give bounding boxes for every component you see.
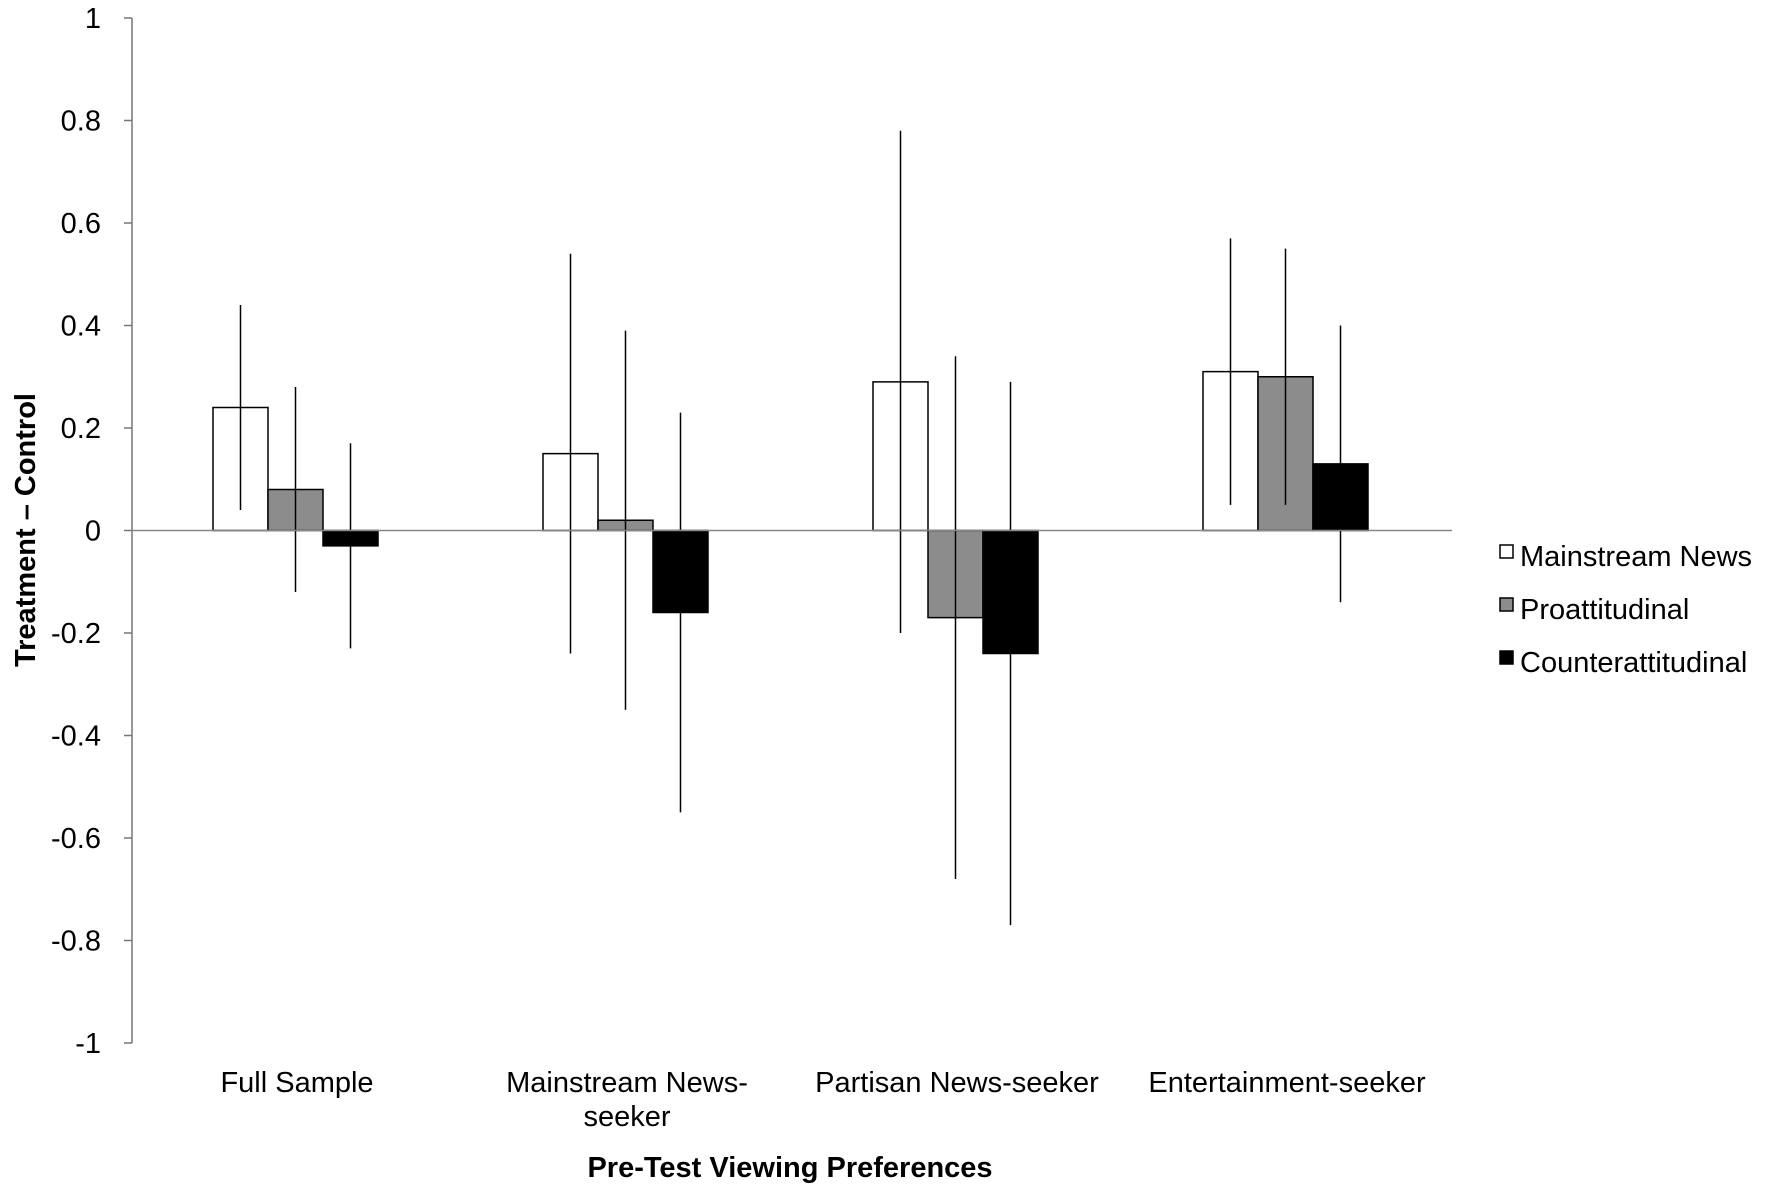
y-tick-label: 0.2 [61, 413, 101, 445]
y-tick-label: 0 [85, 516, 101, 548]
category-labels: Full Sample Mainstream News-seeker Partisa… [220, 1067, 1426, 1133]
bars-group [212, 370, 1369, 655]
legend-label: Mainstream News [1520, 541, 1752, 573]
y-axis: 1 0.8 0.6 0.4 0.2 0 -0.2 -0.4 -0.6 -0.8 -1 [51, 3, 133, 1060]
y-tick-label: -0.2 [51, 618, 101, 650]
y-tick-label: -0.6 [51, 823, 101, 855]
y-tick-label: -0.4 [51, 721, 101, 753]
legend-label: Proattitudinal [1520, 594, 1689, 626]
x-axis-title: Pre-Test Viewing Preferences [587, 1152, 992, 1184]
category-label: Entertainment-seeker [1148, 1067, 1426, 1099]
legend: Mainstream News Proattitudinal Counteratti… [1499, 541, 1752, 679]
category-label: Mainstream News-seeker [506, 1067, 748, 1133]
y-tick-label: 0.4 [61, 311, 101, 343]
legend-label: Counterattitudinal [1520, 647, 1747, 679]
legend-swatch [1499, 597, 1514, 612]
y-tick-label: 0.8 [61, 106, 101, 138]
y-tick-label: -1 [75, 1028, 101, 1060]
y-tick-label: 1 [85, 3, 101, 35]
legend-swatch [1499, 650, 1514, 665]
legend-swatch [1499, 544, 1514, 559]
error-bars-group [239, 130, 1342, 926]
y-axis-title: Treatment – Control [10, 393, 42, 667]
y-tick-label: -0.8 [51, 926, 101, 958]
y-tick-label: 0.6 [61, 208, 101, 240]
category-label: Full Sample [220, 1067, 373, 1099]
category-label: Partisan News-seeker [815, 1067, 1099, 1099]
